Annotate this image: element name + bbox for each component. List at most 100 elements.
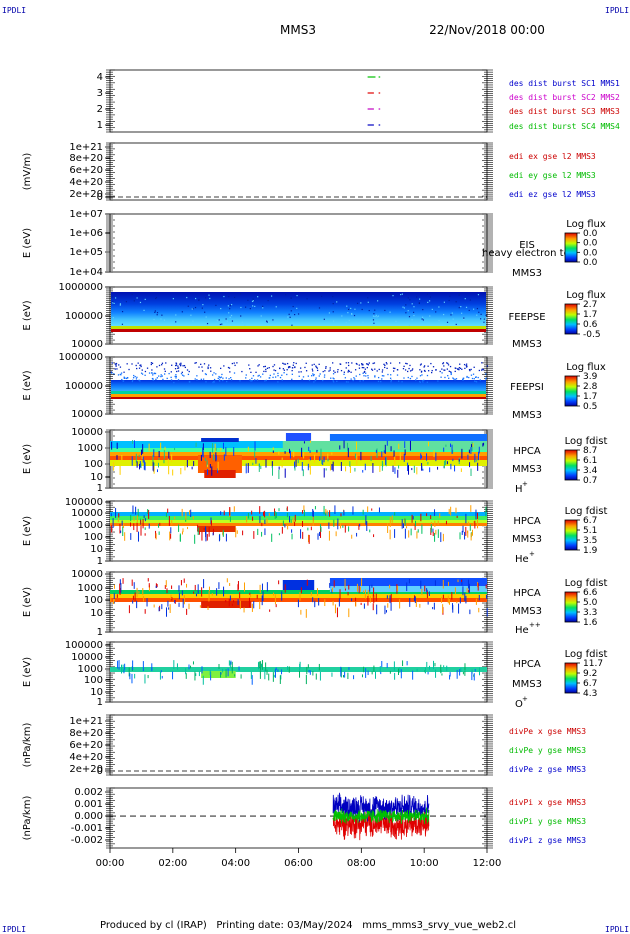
feepsi-speck [411,368,414,370]
feepse-speck [155,297,157,300]
feepsi-speck [486,365,489,367]
feepsi-speck [177,379,180,381]
feepse-speck [287,316,289,318]
spectrogram-streak [236,530,238,534]
spectrogram-streak [233,600,235,603]
y-tick-label: 1e+04 [69,267,103,278]
legend-entry: edi ey gse l2 MMS3 [509,171,596,180]
spectrogram-streak [243,582,245,592]
feepse-speck [229,316,231,318]
feepse-speck [267,321,269,323]
feepse-speck [460,306,462,308]
feepsi-speck [283,369,286,371]
spectrogram-streak [473,674,475,677]
spectrogram-streak [299,592,301,601]
feepse-speck [468,309,470,312]
feepsi-speck [218,379,221,381]
feepsi-speck [485,378,487,380]
feepsi-speck [282,362,284,364]
feepsi-speck [233,372,236,374]
feepse-speck [416,296,418,298]
spectrogram-streak [397,668,399,676]
feepsi-speck [374,376,376,378]
feepsi-speck [188,370,190,373]
spectrogram-streak [157,462,159,468]
spectrogram-streak [269,609,271,612]
spectrogram-streak [339,589,341,600]
spectrogram-streak [462,525,464,533]
feepse-speck [427,301,429,304]
feepsi-speck [175,377,177,379]
spectrogram-streak [467,579,469,589]
feepsi-speck [201,366,203,368]
spectrogram-streak [479,667,481,676]
feepse-speck [438,320,440,322]
spectrogram-streak [182,598,184,608]
y-tick-label: 1 [97,627,103,638]
spectrogram-streak [200,454,202,461]
spectrogram-streak [401,519,403,529]
feepsi-speck [442,362,445,364]
feepsi-speck [151,372,153,374]
feepsi-speck [221,373,223,376]
colorbar-title: Log fdist [565,506,608,517]
feepsi-speck [279,376,282,379]
spectrogram-streak [356,532,358,537]
feepse-speck [240,306,242,309]
spectrogram-streak [435,529,437,535]
spectrogram-streak [322,460,324,466]
feepsi-speck [426,374,429,377]
y-tick-label: 1000 [78,583,103,594]
feepsi-speck [407,376,409,379]
spectrogram-streak [427,671,429,675]
spectrogram-streak [416,531,418,539]
spectrogram-streak [289,516,291,523]
spectrogram-band [201,671,236,678]
spectrogram-streak [376,448,378,458]
spectrogram-streak [185,673,187,679]
spectrogram-streak [278,469,280,480]
spectrogram-streak [302,510,304,514]
spectrogram-streak [229,583,231,586]
feepse-speck [252,305,254,307]
spectrogram-streak [207,469,209,475]
feepsi-speck [165,362,167,364]
feepsi-speck [150,363,153,366]
feepsi-speck [355,375,357,377]
spectrogram-streak [197,527,199,536]
spectrogram-streak [399,667,401,673]
spectrogram-streak [212,528,214,535]
spectrogram-streak [409,598,411,607]
spectrogram-streak [397,469,399,478]
feepsi-speck [277,374,279,377]
spectrogram-streak [385,457,387,465]
feepsi-speck [274,376,277,378]
spectrogram-streak [459,669,461,676]
spectrogram-streak [369,595,371,603]
spectrogram-streak [381,460,383,471]
spectrogram-streak [473,673,475,681]
y-tick-label: 1e+06 [69,228,103,239]
colorbar-title: Log flux [566,362,606,373]
spectrogram-streak [434,509,436,516]
feepsi-speck [120,374,122,376]
spectrogram-streak [279,675,281,684]
corner-label-bottom-right: IPDLI [605,925,630,934]
spectrogram-streak [115,507,117,518]
spectrogram-streak [387,603,389,608]
colorbar-tick-label: 5.1 [583,526,597,536]
feepsi-speck [119,366,122,368]
spectrogram-streak [360,451,362,461]
spectrogram-streak [261,522,263,527]
feepsi-speck [279,367,281,369]
feepse-speck [469,299,471,301]
panel-frame-hpca_he [109,500,488,562]
spectrogram-streak [155,583,157,588]
feepsi-speck [475,380,477,383]
feepsi-speck [207,367,209,370]
spectrogram-streak [148,509,150,519]
feepsi-speck [401,381,403,383]
feepsi-speck [332,373,335,375]
